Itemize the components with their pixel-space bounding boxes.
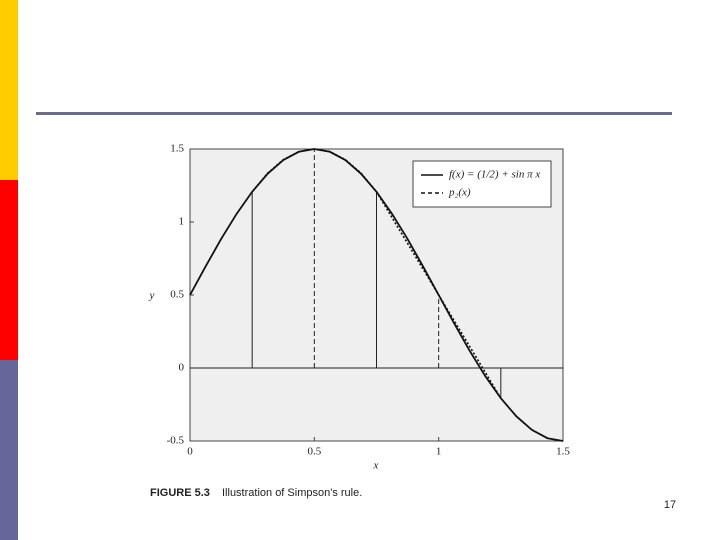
x-tick-label: 1	[436, 446, 442, 458]
y-tick-label: 1	[179, 216, 185, 228]
legend-label: f(x) = (1/2) + sin π x	[449, 169, 540, 181]
y-tick-label: 0	[179, 362, 185, 374]
stripe	[0, 360, 18, 540]
y-axis-label: y	[149, 290, 155, 302]
series-line	[251, 148, 502, 399]
legend-box	[412, 160, 552, 208]
x-tick-label: 0.5	[307, 446, 321, 458]
title-rule	[36, 112, 672, 115]
y-tick-label: 1.5	[170, 143, 184, 155]
y-tick-label: 0.5	[170, 289, 184, 301]
x-tick-label: 0	[187, 446, 193, 458]
page-number: 17	[664, 499, 676, 511]
legend-label: p₂(x)	[448, 187, 471, 199]
x-axis-label: x	[373, 460, 379, 472]
x-tick-label: 1.5	[556, 446, 570, 458]
caption-label: FIGURE 5.3	[150, 487, 210, 499]
stripe	[0, 0, 18, 180]
caption-text: Illustration of Simpson's rule.	[222, 487, 362, 499]
stripe	[0, 180, 18, 360]
y-tick-label: -0.5	[167, 435, 185, 447]
